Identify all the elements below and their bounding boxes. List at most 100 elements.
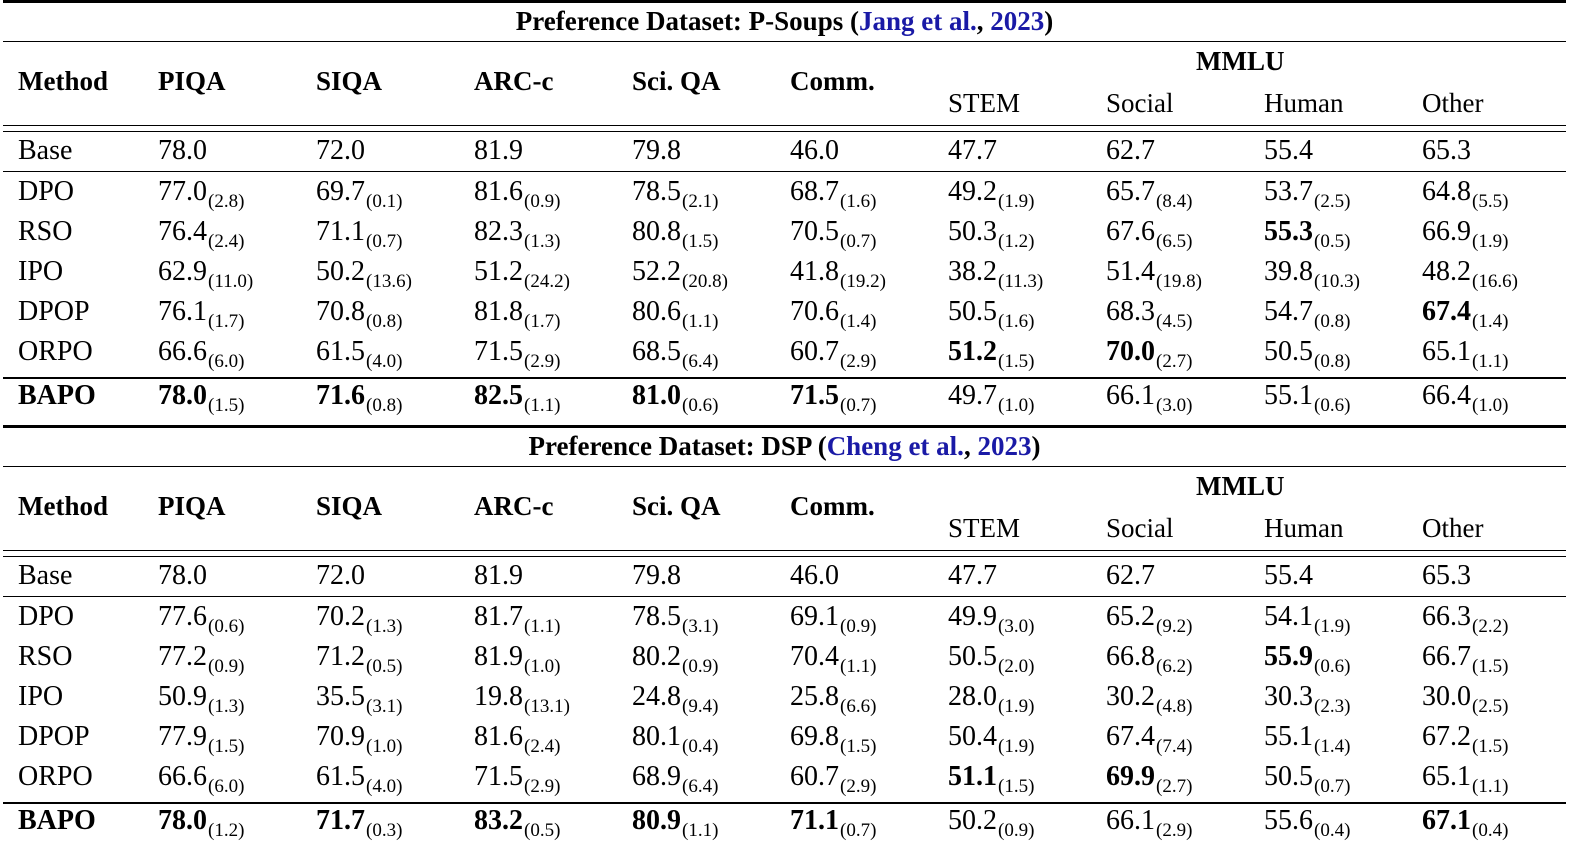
score-std: (2.7) bbox=[1156, 776, 1193, 797]
column-header: Sci. QA bbox=[632, 66, 721, 96]
score-cell: 51.1(1.5) bbox=[948, 760, 1034, 804]
header-rule-2 bbox=[3, 556, 1566, 557]
score-cell: 76.4(2.4) bbox=[158, 215, 244, 259]
score-std: (2.7) bbox=[1156, 351, 1193, 372]
citation-year-link[interactable]: 2023 bbox=[977, 431, 1032, 461]
score-std: (0.8) bbox=[1314, 351, 1351, 372]
score-value: 66.7 bbox=[1422, 641, 1471, 672]
score-value: 71.6 bbox=[316, 380, 365, 411]
score-value: 67.4 bbox=[1106, 721, 1155, 752]
score-value: 71.5 bbox=[474, 761, 523, 792]
score-std: (0.6) bbox=[208, 616, 245, 637]
score-value: 66.4 bbox=[1422, 380, 1471, 411]
score-value: 71.1 bbox=[316, 216, 365, 247]
score-std: (3.1) bbox=[366, 696, 403, 717]
score-std: (1.0) bbox=[1472, 395, 1509, 416]
score-value: 76.1 bbox=[158, 296, 207, 327]
score-cell: 35.5(3.1) bbox=[316, 680, 402, 724]
score-value: 65.3 bbox=[1422, 135, 1471, 166]
score-cell: 48.2(16.6) bbox=[1422, 255, 1518, 299]
score-value: 80.9 bbox=[632, 805, 681, 836]
mmlu-group-header: MMLU bbox=[1196, 46, 1285, 76]
score-cell: 77.9(1.5) bbox=[158, 720, 244, 764]
score-std: (1.4) bbox=[1472, 311, 1509, 332]
mmlu-subcolumn-header: Social bbox=[1106, 88, 1174, 118]
score-cell: 77.6(0.6) bbox=[158, 600, 244, 644]
score-cell: 51.2(1.5) bbox=[948, 335, 1034, 379]
score-std: (1.5) bbox=[208, 736, 245, 757]
citation-link[interactable]: Cheng et al. bbox=[826, 431, 964, 461]
column-header: SIQA bbox=[316, 491, 383, 521]
score-std: (1.1) bbox=[840, 656, 877, 677]
score-cell: 49.7(1.0) bbox=[948, 379, 1034, 423]
score-std: (1.5) bbox=[682, 231, 719, 252]
score-value: 77.9 bbox=[158, 721, 207, 752]
score-value: 69.9 bbox=[1106, 761, 1155, 792]
score-value: 81.6 bbox=[474, 176, 523, 207]
score-value: 69.8 bbox=[790, 721, 839, 752]
score-cell: 81.9 bbox=[474, 134, 523, 168]
score-std: (0.8) bbox=[1314, 311, 1351, 332]
score-value: 83.2 bbox=[474, 805, 523, 836]
score-value: 50.4 bbox=[948, 721, 997, 752]
score-cell: 78.0(1.5) bbox=[158, 379, 244, 423]
score-cell: 50.9(1.3) bbox=[158, 680, 244, 724]
column-header: Comm. bbox=[790, 491, 875, 521]
score-cell: 46.0 bbox=[790, 559, 839, 593]
score-value: 66.6 bbox=[158, 761, 207, 792]
score-cell: 81.8(1.7) bbox=[474, 295, 560, 339]
score-value: 64.8 bbox=[1422, 176, 1471, 207]
score-value: 19.8 bbox=[474, 681, 523, 712]
score-std: (19.2) bbox=[840, 271, 886, 292]
score-value: 54.7 bbox=[1264, 296, 1313, 327]
score-value: 55.4 bbox=[1264, 560, 1313, 591]
score-std: (1.4) bbox=[840, 311, 877, 332]
score-value: 62.7 bbox=[1106, 135, 1155, 166]
score-std: (4.5) bbox=[1156, 311, 1193, 332]
score-value: 82.3 bbox=[474, 216, 523, 247]
score-value: 24.8 bbox=[632, 681, 681, 712]
score-value: 78.5 bbox=[632, 176, 681, 207]
score-cell: 68.5(6.4) bbox=[632, 335, 718, 379]
score-cell: 71.5(0.7) bbox=[790, 379, 876, 423]
score-value: 79.8 bbox=[632, 135, 681, 166]
score-std: (2.1) bbox=[682, 191, 719, 212]
citation-separator: , bbox=[963, 431, 978, 461]
score-cell: 54.7(0.8) bbox=[1264, 295, 1350, 339]
mmlu-subcolumn-header: STEM bbox=[948, 88, 1021, 118]
citation-link[interactable]: Jang et al. bbox=[858, 6, 977, 36]
score-std: (1.5) bbox=[1472, 736, 1509, 757]
score-std: (2.9) bbox=[524, 776, 561, 797]
score-value: 68.5 bbox=[632, 336, 681, 367]
score-value: 77.2 bbox=[158, 641, 207, 672]
score-cell: 54.1(1.9) bbox=[1264, 600, 1350, 644]
method-name: IPO bbox=[18, 681, 64, 712]
score-std: (2.8) bbox=[208, 191, 245, 212]
score-cell: 80.1(0.4) bbox=[632, 720, 718, 764]
score-value: 61.5 bbox=[316, 761, 365, 792]
column-header: PIQA bbox=[158, 66, 226, 96]
column-header: Sci. QA bbox=[632, 491, 721, 521]
citation-year-link[interactable]: 2023 bbox=[990, 6, 1045, 36]
table-section: Preference Dataset: DSP (Cheng et al., 2… bbox=[3, 425, 1566, 855]
method-name: IPO bbox=[18, 256, 64, 287]
score-value: 70.4 bbox=[790, 641, 839, 672]
score-std: (1.3) bbox=[524, 231, 561, 252]
score-cell: 30.2(4.8) bbox=[1106, 680, 1192, 724]
score-value: 80.1 bbox=[632, 721, 681, 752]
score-value: 51.1 bbox=[948, 761, 997, 792]
score-cell: 82.3(1.3) bbox=[474, 215, 560, 259]
score-cell: 51.2(24.2) bbox=[474, 255, 570, 299]
score-cell: 70.5(0.7) bbox=[790, 215, 876, 259]
column-header: PIQA bbox=[158, 491, 226, 521]
score-std: (10.3) bbox=[1314, 271, 1360, 292]
score-std: (11.0) bbox=[208, 271, 254, 292]
score-value: 49.2 bbox=[948, 176, 997, 207]
score-value: 81.8 bbox=[474, 296, 523, 327]
score-cell: 67.4(7.4) bbox=[1106, 720, 1192, 764]
score-std: (20.8) bbox=[682, 271, 728, 292]
score-cell: 50.5(0.7) bbox=[1264, 760, 1350, 804]
score-value: 62.9 bbox=[158, 256, 207, 287]
score-value: 65.7 bbox=[1106, 176, 1155, 207]
header-rule-1 bbox=[3, 550, 1566, 551]
